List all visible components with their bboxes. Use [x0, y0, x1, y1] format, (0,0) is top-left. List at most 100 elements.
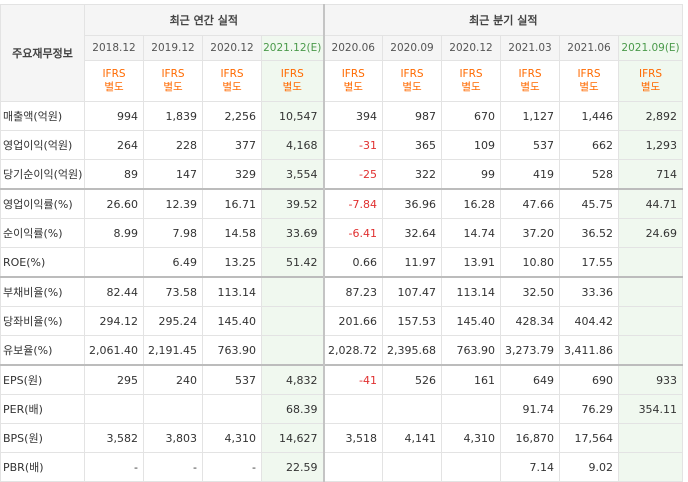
ifrs-separate-label: 별도	[104, 81, 124, 93]
annual-value: 240	[143, 364, 203, 395]
quarter-value: 13.91	[441, 247, 502, 278]
ifrs-separate-label: 별도	[520, 81, 540, 93]
annual-value: -	[84, 452, 144, 482]
row-label: 매출액(억원)	[0, 101, 85, 131]
annual-value: 89	[84, 159, 144, 190]
table-row: 매출액(억원) 994 1,839 2,256 10,547 394 987 670 1,127…	[0, 101, 684, 131]
quarter-value: 44.71	[618, 188, 684, 219]
row-label: BPS(원)	[0, 423, 85, 453]
period-annual-2: 2020.12	[202, 35, 262, 61]
quarter-value: 987	[382, 101, 443, 131]
ifrs-separate-label: 별도	[579, 81, 599, 93]
row-label: 당기순이익(억원)	[0, 159, 85, 190]
quarter-value: 526	[382, 364, 443, 395]
quarter-value: 1,446	[559, 101, 620, 131]
row-label: 순이익률(%)	[0, 218, 85, 248]
annual-value: 3,803	[143, 423, 203, 453]
quarter-value: 16,870	[500, 423, 561, 453]
quarter-value: 33.36	[559, 276, 620, 307]
quarter-value: 45.75	[559, 188, 620, 219]
period-quarter-5: 2021.09(E)	[618, 35, 684, 61]
quarter-value: 4,310	[441, 423, 502, 453]
quarter-value: 157.53	[382, 306, 443, 336]
row-header-label: 주요재무정보	[0, 4, 85, 102]
ifrs-badge: IFRS 별도	[202, 60, 262, 102]
quarter-value: 17.55	[559, 247, 620, 278]
table-row: 순이익률(%) 8.99 7.98 14.58 33.69 -6.41 32.64 14.74…	[0, 218, 684, 248]
quarter-value: 76.29	[559, 394, 620, 424]
ifrs-badge: IFRS 별도	[260, 60, 325, 102]
row-label: 영업이익(억원)	[0, 130, 85, 160]
quarter-value: 113.14	[441, 276, 502, 307]
table-row: 영업이익(억원) 264 228 377 4,168 -31 365 109 537 662 1,2…	[0, 130, 684, 160]
quarter-value: 404.42	[559, 306, 620, 336]
annual-value: 73.58	[143, 276, 203, 307]
row-label: 부채비율(%)	[0, 276, 85, 307]
period-quarter-0: 2020.06	[322, 35, 384, 61]
annual-value: 6.49	[143, 247, 203, 278]
annual-value: 82.44	[84, 276, 144, 307]
annual-value: 2,191.45	[143, 335, 203, 366]
annual-value: 51.42	[260, 247, 325, 278]
quarter-value: 47.66	[500, 188, 561, 219]
annual-value: 14.58	[202, 218, 262, 248]
table-row: PBR(배) - - -22.59 7.14 9.02	[0, 452, 684, 482]
quarter-value: 670	[441, 101, 502, 131]
ifrs-badge: IFRS 별도	[143, 60, 203, 102]
table-row: 부채비율(%) 82.44 73.58 113.14 87.23 107.47 113.14…	[0, 276, 684, 307]
quarter-value: 32.64	[382, 218, 443, 248]
table-row: EPS(원) 295 240 537 4,832 -41 526 161 649 690 933	[0, 364, 684, 395]
quarter-value: 649	[500, 364, 561, 395]
quarter-value: 17,564	[559, 423, 620, 453]
quarter-value: 662	[559, 130, 620, 160]
quarter-value: 428.34	[500, 306, 561, 336]
annual-value: 4,832	[260, 364, 325, 395]
quarter-value: 24.69	[618, 218, 684, 248]
quarter-value: 109	[441, 130, 502, 160]
annual-value: 7.98	[143, 218, 203, 248]
annual-value: 294.12	[84, 306, 144, 336]
annual-value	[260, 276, 325, 307]
quarter-value: 87.23	[322, 276, 384, 307]
table-row: 당기순이익(억원) 89 147 329 3,554 -25 322 99 419 528 714	[0, 159, 684, 190]
row-label: EPS(원)	[0, 364, 85, 395]
quarter-value	[322, 394, 384, 424]
quarter-value: 0.66	[322, 247, 384, 278]
ifrs-label: IFRS	[459, 68, 483, 80]
period-quarter-1: 2020.09	[382, 35, 443, 61]
row-label: 영업이익률(%)	[0, 188, 85, 219]
annual-value: 8.99	[84, 218, 144, 248]
table-row: ROE(%) 6.49 13.25 51.42 0.66 11.97 13.91 10.80 1…	[0, 247, 684, 278]
quarter-value: 16.28	[441, 188, 502, 219]
quarter-value	[618, 276, 684, 307]
row-label: ROE(%)	[0, 247, 85, 278]
quarter-value: 201.66	[322, 306, 384, 336]
quarter-value: 690	[559, 364, 620, 395]
ifrs-badge: IFRS 별도	[441, 60, 502, 102]
period-quarter-3: 2021.03	[500, 35, 561, 61]
quarter-value: 763.90	[441, 335, 502, 366]
quarter-value: 107.47	[382, 276, 443, 307]
annual-value: 377	[202, 130, 262, 160]
annual-value: 68.39	[260, 394, 325, 424]
annual-value	[143, 394, 203, 424]
annual-value	[260, 306, 325, 336]
quarter-value	[618, 247, 684, 278]
annual-value: 4,168	[260, 130, 325, 160]
ifrs-badge: IFRS 별도	[559, 60, 620, 102]
annual-value	[84, 247, 144, 278]
ifrs-badge: IFRS 별도	[322, 60, 384, 102]
annual-value: 12.39	[143, 188, 203, 219]
quarter-value: 714	[618, 159, 684, 190]
ifrs-label: IFRS	[638, 68, 663, 80]
annual-value: 113.14	[202, 276, 262, 307]
quarter-value: 36.52	[559, 218, 620, 248]
ifrs-badge: IFRS 별도	[618, 60, 684, 102]
ifrs-badge: IFRS 별도	[500, 60, 561, 102]
corner-glyph: ^	[676, 0, 684, 5]
quarter-value	[618, 335, 684, 366]
quarter-value: 528	[559, 159, 620, 190]
quarter-value: 36.96	[382, 188, 443, 219]
quarter-value: 91.74	[500, 394, 561, 424]
annual-value: 26.60	[84, 188, 144, 219]
